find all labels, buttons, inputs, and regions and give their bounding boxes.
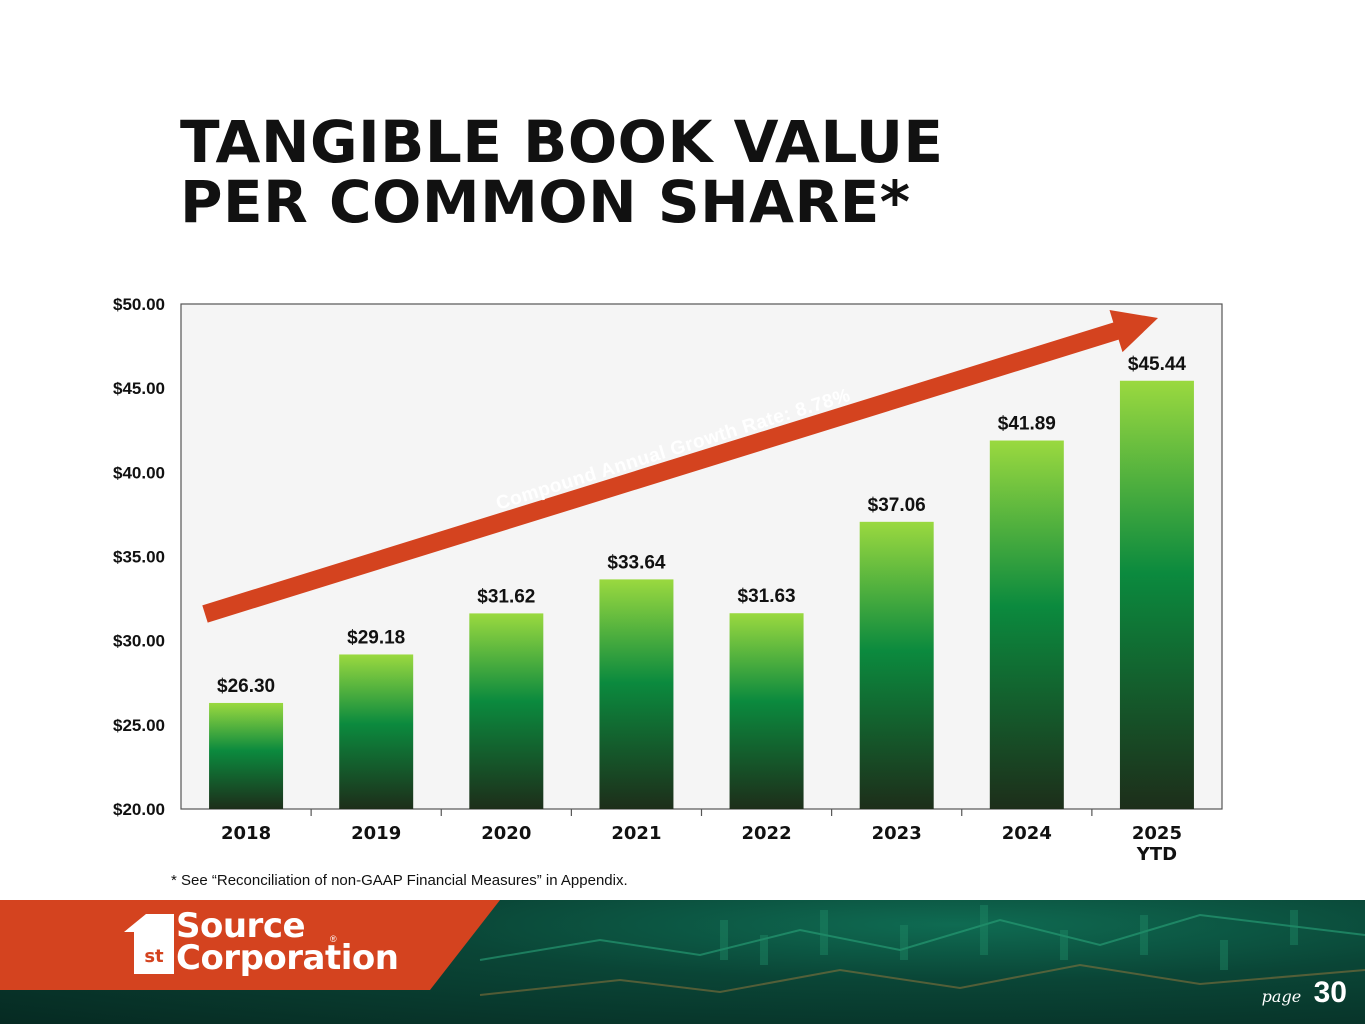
y-tick-label: $40.00 (113, 463, 165, 482)
bar (729, 613, 804, 809)
y-tick-label: $35.00 (113, 548, 165, 567)
bar-value-label: $31.62 (477, 586, 535, 607)
brand-panel (0, 900, 500, 990)
y-axis: $20.00 $25.00 $30.00 $35.00 $40.00 $45.00 $50.… (113, 295, 165, 819)
bar-value-label: $33.64 (607, 552, 666, 573)
y-tick-label: $20.00 (113, 800, 165, 819)
bar-value-label: $45.44 (1128, 354, 1187, 375)
page-indicator: page 30 (1262, 976, 1347, 1010)
bar (859, 521, 934, 809)
logo-wordmark: Source Corporation (176, 906, 399, 978)
bar (989, 440, 1064, 809)
bar-value-label: $26.30 (217, 676, 275, 697)
y-tick-label: $30.00 (113, 632, 165, 651)
title-line-2: PER COMMON SHARE* (180, 168, 911, 236)
bar-value-label: $37.06 (868, 495, 926, 516)
footnote: * See “Reconciliation of non-GAAP Financ… (171, 872, 628, 889)
bar-value-label: $41.89 (998, 414, 1056, 435)
x-tick-label: 2018 (221, 823, 271, 844)
bar (599, 579, 674, 809)
logo-line-1: Source (176, 906, 306, 946)
logo-line-2: Corporation (176, 938, 399, 978)
y-tick-label: $45.00 (113, 379, 165, 398)
page-title: TANGIBLE BOOK VALUE PER COMMON SHARE* (180, 112, 944, 232)
x-tick-label: 2025 YTD (1132, 823, 1182, 865)
y-tick-label: $25.00 (113, 716, 165, 735)
bar-value-label: $31.63 (738, 586, 796, 607)
x-tick-label: 2020 (481, 823, 531, 844)
bar (209, 702, 284, 809)
footer-background-graphic (479, 905, 1365, 996)
footer-banner: st Source Corporation ® page 30 (0, 900, 1365, 1024)
x-tick-label: 2022 (742, 823, 792, 844)
bar-value-label: $29.18 (347, 627, 405, 648)
registered-mark: ® (330, 934, 337, 944)
page-label: page (1261, 987, 1302, 1006)
growth-arrow-shape (202, 310, 1159, 623)
logo-mark-icon: st (124, 914, 174, 974)
x-tick-label: 2021 (611, 823, 661, 844)
page-number: 30 (1313, 976, 1347, 1009)
title-line-1: TANGIBLE BOOK VALUE (180, 108, 944, 176)
x-tick-label: 2019 (351, 823, 401, 844)
x-tick-label: 2023 (872, 823, 922, 844)
plot-area (180, 303, 1223, 810)
bar (469, 613, 544, 809)
svg-text:st: st (144, 946, 164, 967)
bar-chart: $20.00 $25.00 $30.00 $35.00 $40.00 $45.00 $50.… (113, 295, 1223, 865)
x-axis: 2018 2019 2020 2021 2022 2023 2024 2025 YTD (221, 809, 1182, 865)
y-tick-label: $50.00 (113, 295, 165, 314)
x-tick-label: 2024 (1002, 823, 1052, 844)
bars: $26.30 $29.18 $31.62 $33.64 $31.63 $37.06 $41.… (209, 354, 1194, 809)
bar (1119, 380, 1194, 809)
bar (339, 654, 414, 809)
